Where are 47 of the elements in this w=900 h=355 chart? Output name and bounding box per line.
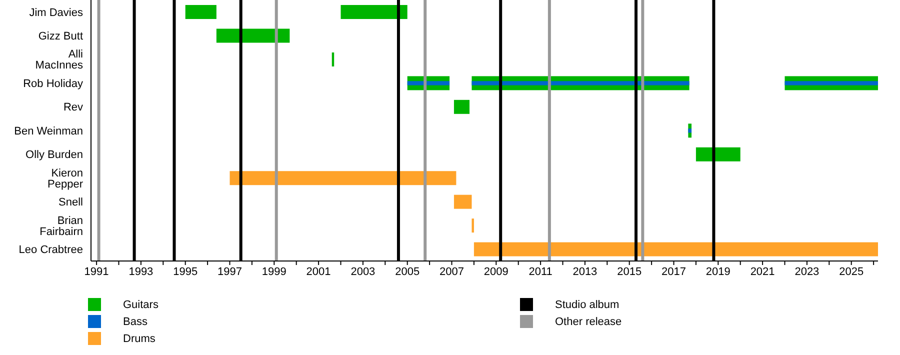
x-tick-label: 2019 (706, 266, 730, 278)
bar (216, 28, 290, 43)
x-tick-label: 2011 (528, 266, 552, 278)
bar (784, 81, 878, 86)
y-tick-label: Gizz Butt (38, 30, 83, 42)
legend-label: Guitars (123, 298, 158, 310)
y-tick-label: Alli MacInnes (35, 48, 84, 72)
bar (454, 100, 470, 114)
x-tick-label: 2023 (794, 266, 820, 278)
x-tick-label: 2015 (617, 266, 642, 278)
x-tick-label: 2003 (350, 266, 376, 278)
x-tick-label: 2001 (306, 266, 331, 278)
bar (185, 5, 216, 19)
x-tick-label: 1999 (262, 266, 286, 278)
y-tick-label: Kieron Pepper (48, 167, 84, 190)
x-tick-label: 1991 (84, 266, 109, 278)
bar (340, 5, 408, 19)
bar (696, 147, 740, 162)
x-tick-label: 2013 (572, 266, 598, 278)
bar (474, 242, 878, 256)
bar (454, 194, 472, 209)
legend-label: Studio album (555, 298, 620, 310)
x-tick-label: 2017 (662, 266, 686, 278)
y-tick-label: Ben Weinman (14, 125, 83, 138)
y-tick-label: Brian Fairbairn (40, 214, 83, 238)
x-tick-label: 2021 (750, 266, 775, 278)
legend-label: Drums (123, 332, 156, 344)
bar (472, 81, 690, 86)
x-tick-label: 2007 (440, 266, 464, 278)
x-tick-label: 1997 (218, 266, 242, 278)
bar (332, 52, 334, 66)
x-tick-label: 2009 (484, 266, 508, 278)
bar (407, 81, 450, 86)
x-tick-label: 1995 (173, 266, 198, 278)
legend-label: Bass (123, 316, 148, 328)
y-tick-label: Jim Davies (29, 6, 84, 19)
x-tick-label: 1993 (128, 266, 154, 278)
legend-label: Other release (555, 316, 622, 328)
x-tick-label: 2005 (395, 266, 420, 278)
y-tick-label: Leo Crabtree (18, 244, 83, 256)
y-tick-label: Olly Burden (26, 149, 83, 162)
y-tick-label: Rev (63, 102, 84, 114)
y-tick-label: Snell (58, 196, 83, 209)
y-tick-label: Rob Holiday (23, 78, 84, 90)
x-tick-label: 2025 (839, 266, 864, 278)
bar (688, 128, 692, 133)
bar (230, 171, 456, 186)
